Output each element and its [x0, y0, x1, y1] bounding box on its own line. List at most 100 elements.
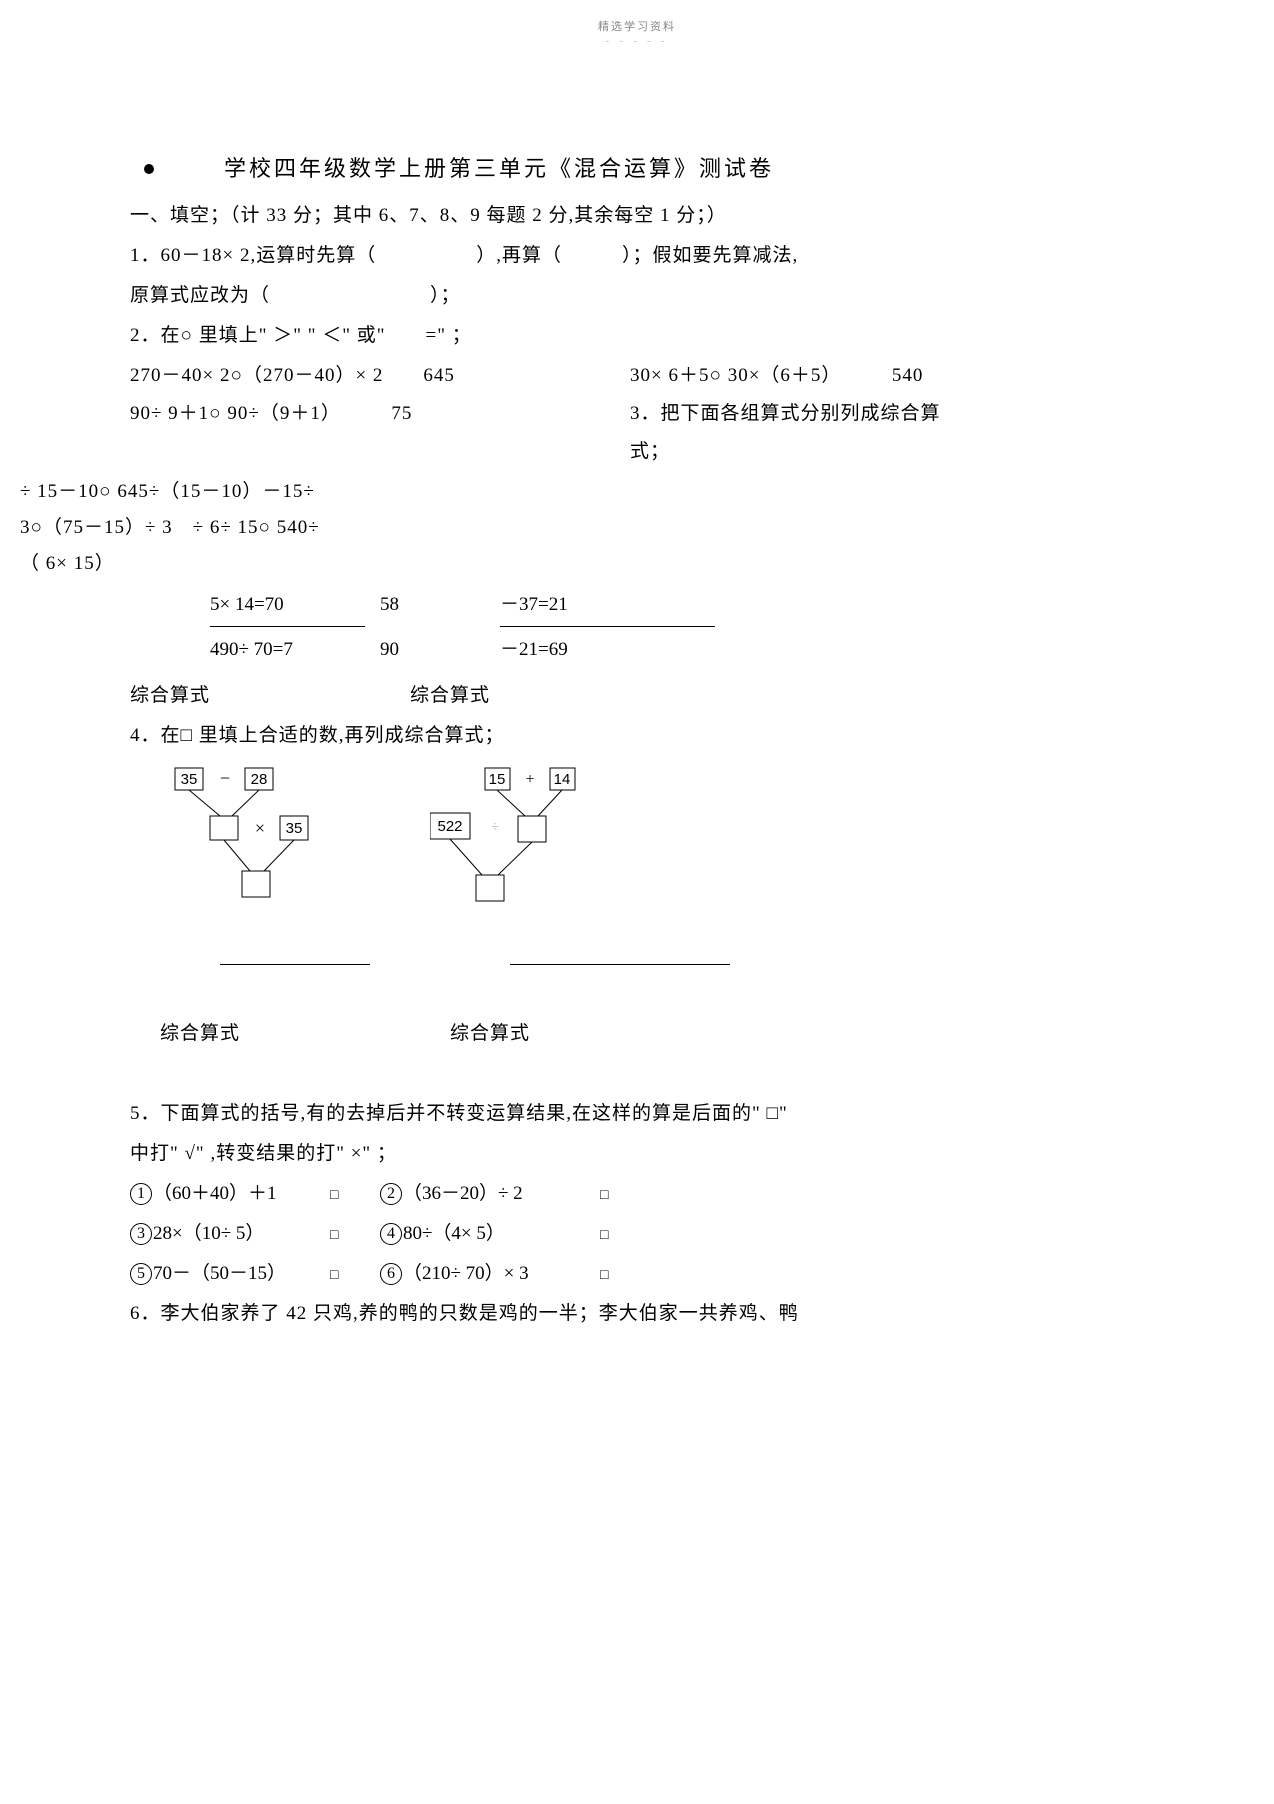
d1-line3 [224, 840, 250, 871]
d2-op2: ÷ [491, 820, 499, 835]
circled-number-icon: 6 [380, 1263, 402, 1285]
q3-dividers [210, 626, 1144, 627]
d2-text-a: 15 [489, 771, 506, 788]
overflow-3: （ 6× 15） [20, 547, 420, 581]
q5-row: 1（60＋40）＋1□2（36－20）÷ 2□ [130, 1175, 1144, 1213]
checkbox-box: □ [330, 1260, 380, 1288]
divider-gap [365, 626, 500, 627]
divider-left [210, 626, 365, 627]
d1-text-a: 35 [181, 771, 198, 788]
circled-number-icon: 3 [130, 1223, 152, 1245]
d2-box-result [476, 875, 504, 901]
spacer [130, 1053, 1144, 1093]
q5-item-a: 1（60＋40）＋1 [130, 1175, 330, 1213]
q4-heading: 4．在□ 里填上合适的数,再列成综合算式； [130, 717, 1144, 755]
q3-r2-a: 490÷ 70=7 [210, 631, 380, 669]
blank-line-2 [510, 963, 730, 965]
q5-line1: 5．下面算式的括号,有的去掉后并不转变运算结果,在这样的算是后面的" □" [130, 1095, 1144, 1133]
d1-box-result [242, 871, 270, 897]
d2-op1: + [525, 771, 534, 788]
q5-item-a: 570－（50－15） [130, 1255, 330, 1293]
overflow-block: ÷ 15－10○ 645÷（15－10）－15÷ 3○（75－15）÷ 3 ÷ … [20, 475, 420, 582]
q1-line1: 1．60－18× 2,运算时先算（ ）,再算（ ）；假如要先算减法, [130, 237, 1144, 275]
d1-line2 [232, 790, 259, 816]
diagram-2: 15 + 14 522 ÷ [430, 763, 630, 923]
q5-row: 328×（10÷ 5）□480÷（4× 5）□ [130, 1215, 1144, 1253]
d1-line4 [264, 840, 294, 871]
q5-line2: 中打" √" ,转变结果的打" ×" ； [130, 1135, 1144, 1173]
d2-box-mid [518, 816, 546, 842]
q5-item-b: 6（210÷ 70）× 3 [380, 1255, 600, 1293]
q2-left: 270－40× 2○（270－40）× 2 645 90÷ 9＋1○ 90÷（9… [130, 357, 630, 471]
d2-text-left: 522 [437, 818, 462, 835]
circled-number-icon: 2 [380, 1183, 402, 1205]
header-tag: 精选学习资料 [0, 18, 1274, 34]
header-dots: - - - - - [0, 36, 1274, 47]
blank-line-1 [220, 963, 370, 965]
overflow-2: 3○（75－15）÷ 3 ÷ 6÷ 15○ 540÷ [20, 511, 420, 545]
q5-item-a: 328×（10÷ 5） [130, 1215, 330, 1253]
blank-lines [220, 963, 1144, 965]
q2-left-row1: 270－40× 2○（270－40）× 2 645 [130, 357, 630, 395]
q3-row1: 5× 14=70 58 －37=21 [210, 586, 1144, 624]
checkbox-box: □ [600, 1220, 650, 1248]
d2-line4 [498, 842, 532, 875]
section1-heading: 一、填空；（计 33 分；其中 6、7、8、9 每题 2 分,其余每空 1 分；… [130, 197, 1144, 235]
bullet-icon [144, 164, 154, 174]
q2-right: 30× 6＋5○ 30×（6＋5） 540 3．把下面各组算式分别列成综合算 式… [630, 357, 1144, 471]
synth-row1: 综合算式 综合算式 [130, 677, 1144, 715]
q3-r1-b: 58 [380, 586, 500, 624]
q2-columns: 270－40× 2○（270－40）× 2 645 90÷ 9＋1○ 90÷（9… [130, 357, 1144, 471]
synth-row2: 综合算式 综合算式 [160, 1015, 1144, 1053]
title-row: 学校四年级数学上册第三单元《混合运算》测试卷 [130, 147, 1144, 191]
d1-op1: − [220, 768, 230, 788]
q3-table: 5× 14=70 58 －37=21 [210, 586, 1144, 624]
q5-rows: 1（60＋40）＋1□2（36－20）÷ 2□328×（10÷ 5）□480÷（… [130, 1175, 1144, 1293]
checkbox-box: □ [600, 1180, 650, 1208]
d1-op2: × [255, 818, 265, 838]
d2-text-b: 14 [554, 771, 571, 788]
diagram-1: 35 − 28 × 35 [150, 763, 350, 923]
q2-right-row3: 式； [630, 433, 1144, 471]
q2-heading: 2．在○ 里填上" ＞" " ＜" 或" =" ； [130, 317, 1144, 355]
checkbox-box: □ [330, 1220, 380, 1248]
blank-gap [370, 963, 510, 965]
d1-text-b: 28 [251, 771, 268, 788]
q5-item-b: 480÷（4× 5） [380, 1215, 600, 1253]
diagram-1-svg: 35 − 28 × 35 [150, 763, 350, 923]
checkbox-box: □ [330, 1180, 380, 1208]
q4-diagrams: 35 − 28 × 35 15 + 14 [150, 763, 1144, 923]
q3-r1-c: －37=21 [500, 586, 620, 624]
synth-label-3: 综合算式 [160, 1015, 450, 1053]
d1-box-mid [210, 816, 238, 840]
d1-line1 [189, 790, 220, 816]
q3-r2-b: 90 [380, 631, 500, 669]
q2-right-row1: 30× 6＋5○ 30×（6＋5） 540 [630, 357, 1144, 395]
q3-row2: 490÷ 70=7 90 －21=69 [210, 631, 1144, 669]
d2-line2 [538, 790, 562, 816]
circled-number-icon: 1 [130, 1183, 152, 1205]
q5-row: 570－（50－15）□6（210÷ 70）× 3□ [130, 1255, 1144, 1293]
circled-number-icon: 5 [130, 1263, 152, 1285]
d2-line3 [450, 839, 482, 875]
d2-line1 [497, 790, 525, 816]
q6: 6．李大伯家养了 42 只鸡,养的鸭的只数是鸡的一半；李大伯家一共养鸡、鸭 [130, 1295, 1144, 1333]
divider-right [500, 626, 715, 627]
overflow-1: ÷ 15－10○ 645÷（15－10）－15÷ [20, 475, 420, 509]
q1-line2: 原算式应改为（ ）； [130, 277, 1144, 315]
synth-label-4: 综合算式 [450, 1015, 530, 1053]
diagram-2-svg: 15 + 14 522 ÷ [430, 763, 630, 923]
page-title: 学校四年级数学上册第三单元《混合运算》测试卷 [224, 147, 774, 191]
synth-label-1: 综合算式 [130, 677, 410, 715]
synth-label-2: 综合算式 [410, 677, 490, 715]
q3-table2: 490÷ 70=7 90 －21=69 [210, 631, 1144, 669]
q3-r1-a: 5× 14=70 [210, 586, 380, 624]
content: 学校四年级数学上册第三单元《混合运算》测试卷 一、填空；（计 33 分；其中 6… [130, 147, 1144, 1333]
q5-item-b: 2（36－20）÷ 2 [380, 1175, 600, 1213]
q3-r2-c: －21=69 [500, 631, 620, 669]
q2-right-row2: 3．把下面各组算式分别列成综合算 [630, 395, 1144, 433]
checkbox-box: □ [600, 1260, 650, 1288]
q2-left-row2: 90÷ 9＋1○ 90÷（9＋1） 75 [130, 395, 630, 433]
d1-text-c: 35 [286, 820, 303, 837]
circled-number-icon: 4 [380, 1223, 402, 1245]
